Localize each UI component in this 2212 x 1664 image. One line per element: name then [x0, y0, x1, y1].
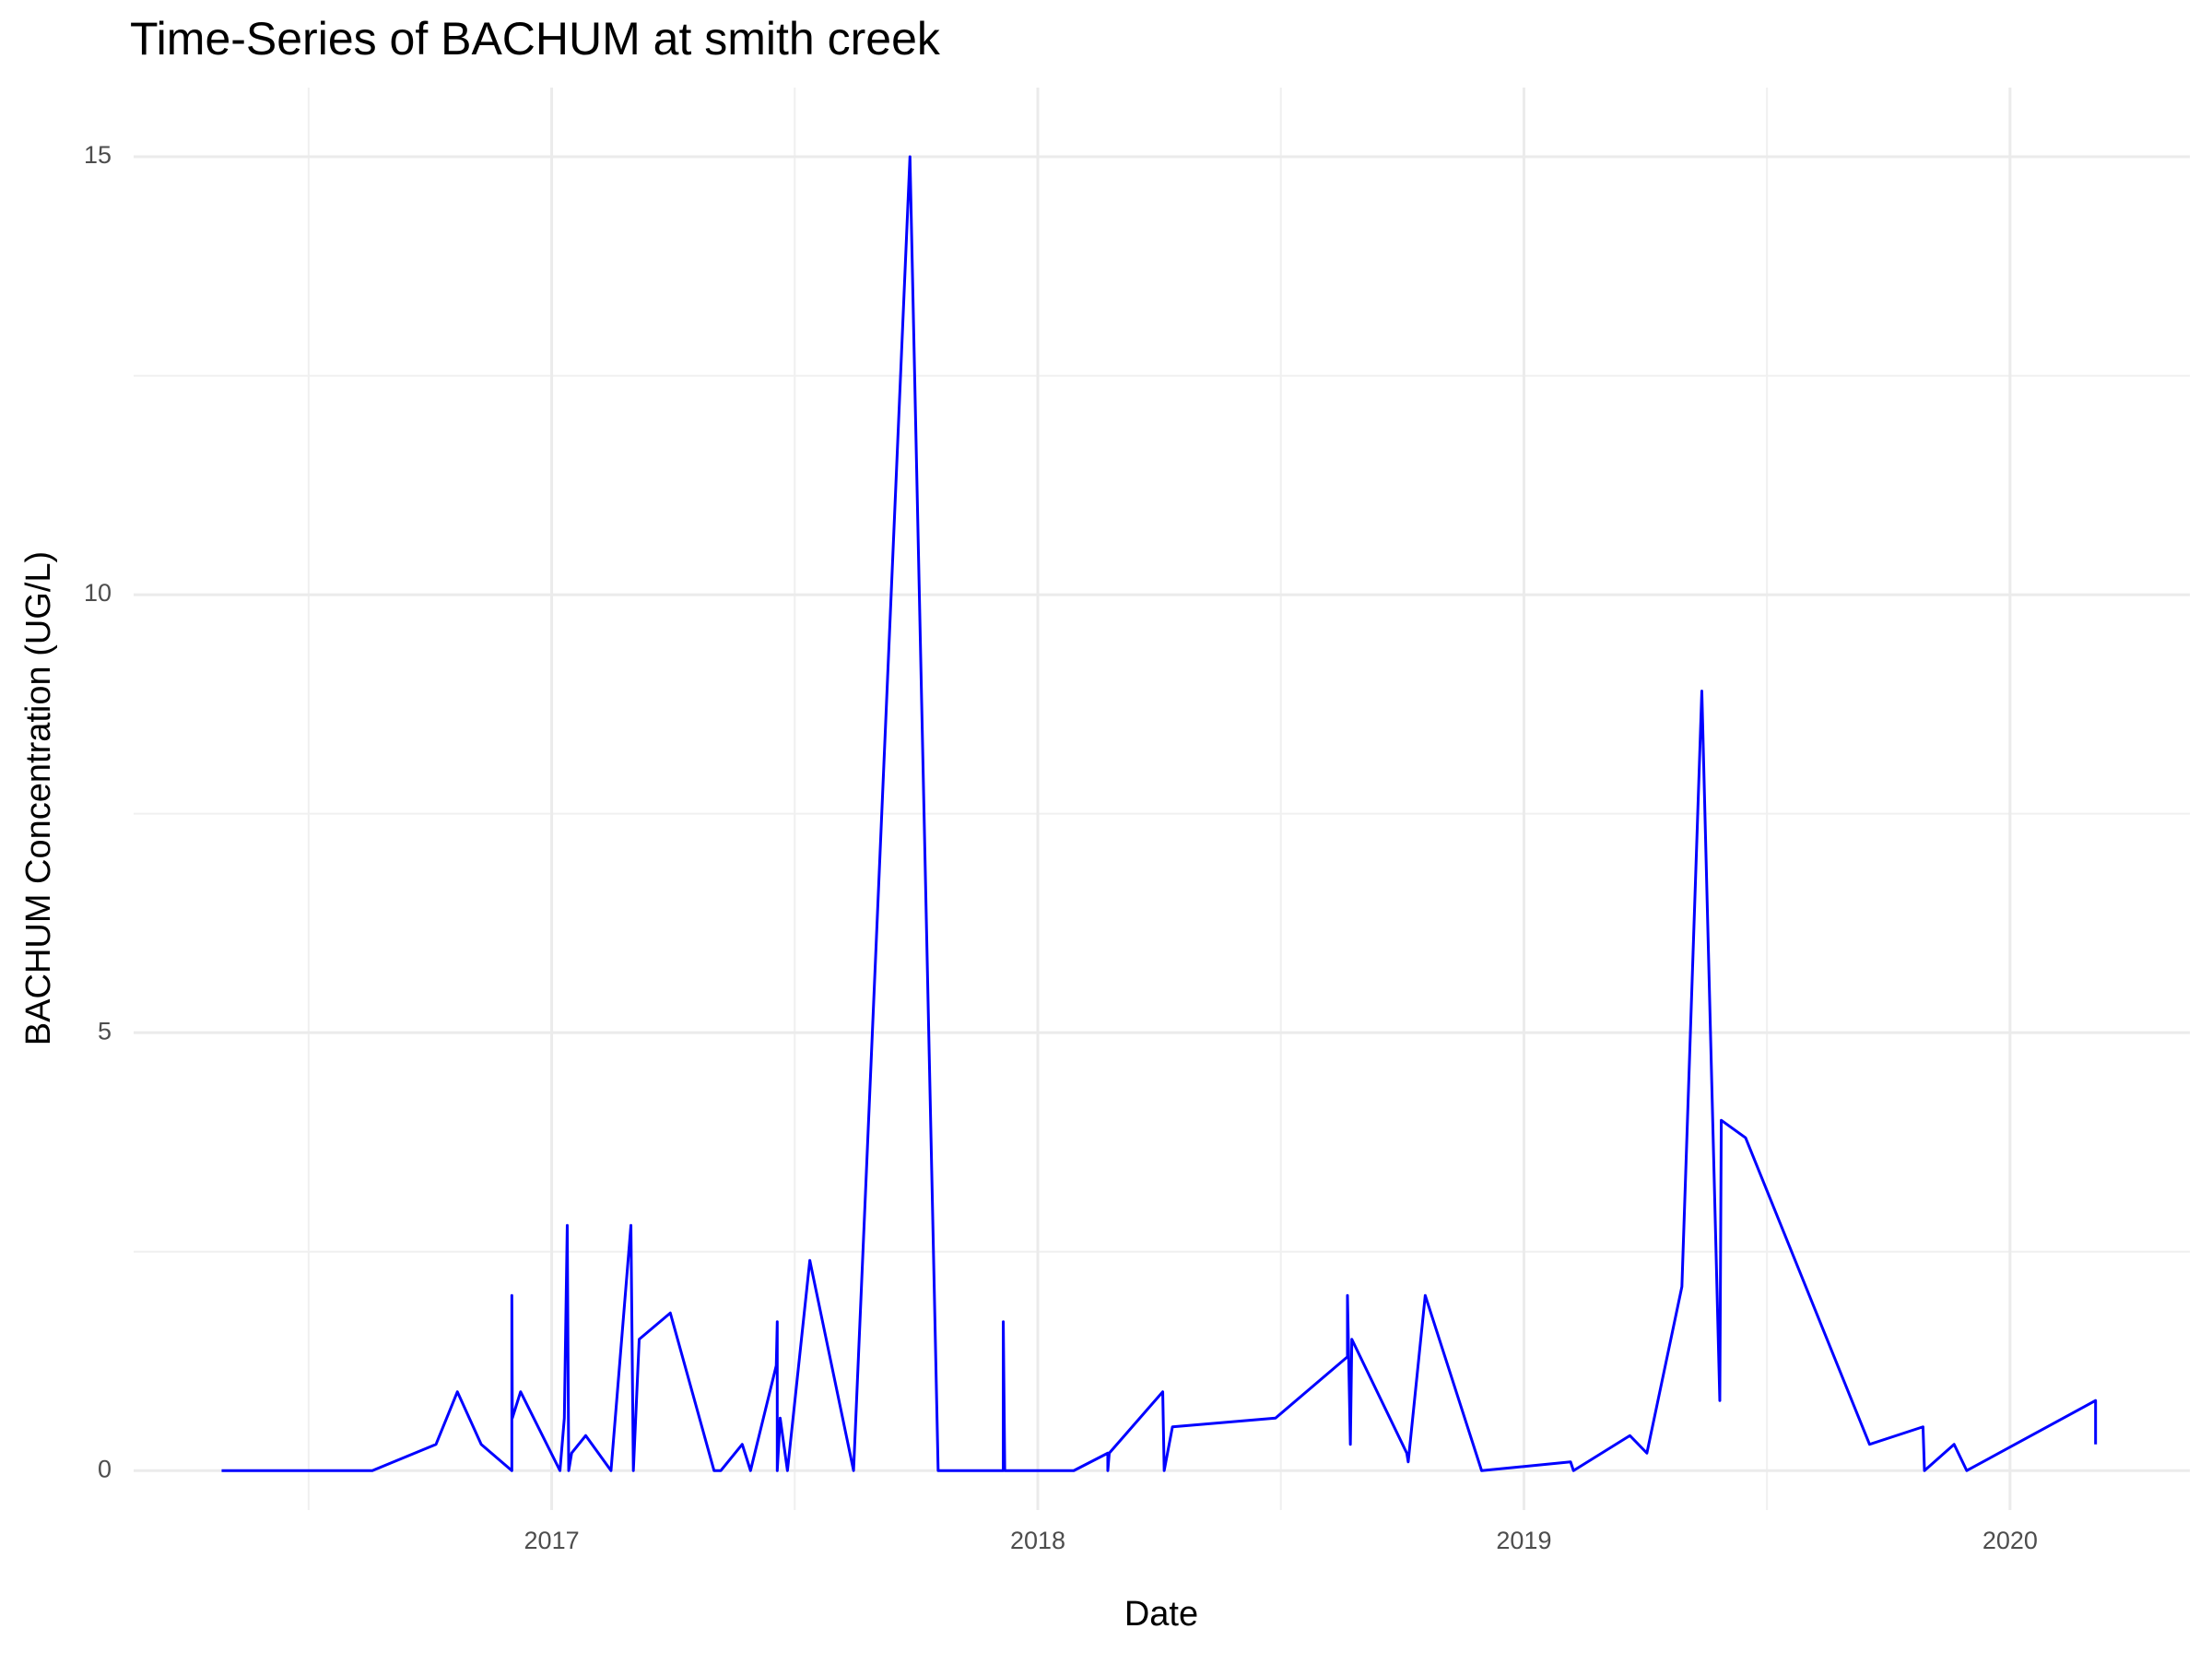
data-line	[221, 155, 2098, 1472]
chart-title: Time-Series of BACHUM at smith creek	[130, 13, 941, 65]
y-tick-label: 0	[98, 1455, 112, 1482]
y-axis-title: BACHUM Concentration (UG/L)	[19, 551, 58, 1045]
y-tick-label: 10	[84, 579, 112, 607]
x-tick-label: 2018	[1010, 1527, 1065, 1554]
y-tick-label: 15	[84, 141, 112, 169]
x-axis-title: Date	[1124, 1595, 1198, 1634]
x-tick-label: 2019	[1496, 1527, 1551, 1554]
x-tick-label: 2020	[1983, 1527, 2038, 1554]
x-tick-label: 2017	[524, 1527, 580, 1554]
y-tick-label: 5	[98, 1017, 112, 1044]
